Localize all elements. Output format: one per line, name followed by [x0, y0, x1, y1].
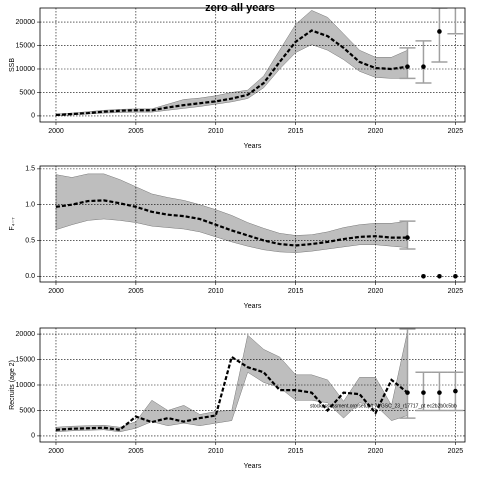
y-tick-label: 0.0 [25, 273, 35, 280]
y-tick-label: 0 [31, 113, 35, 120]
x-axis-label: Years [244, 463, 262, 470]
plot-frame [39, 7, 466, 123]
median-line [55, 199, 408, 247]
plot [40, 8, 465, 122]
y-tick-label: 0 [31, 433, 35, 440]
forecast-point [405, 235, 410, 240]
y-axis-label: F₄₋₇ [9, 217, 16, 231]
forecast-point [421, 273, 426, 279]
forecast-point [453, 388, 458, 394]
y-tick-label: 5000 [19, 89, 35, 96]
x-tick-label: 2010 [208, 288, 224, 295]
y-tick-label: 10000 [16, 66, 36, 73]
plot [40, 328, 465, 442]
x-tick-label: 2010 [208, 128, 224, 135]
x-axis-label: Years [244, 143, 262, 150]
median-line [55, 29, 408, 117]
forecast-point [437, 273, 442, 279]
forecast-point [405, 64, 410, 69]
y-tick-label: 15000 [16, 356, 36, 363]
confidence-band [55, 173, 408, 253]
x-tick-label: 2015 [288, 448, 304, 455]
y-tick-label: 0.5 [25, 237, 35, 244]
forecast-point [437, 29, 442, 34]
median-line [55, 355, 409, 431]
x-axis-label: Years [244, 303, 262, 310]
confidence-band [55, 10, 408, 117]
x-tick-label: 2015 [288, 288, 304, 295]
x-tick-label: 2000 [48, 288, 64, 295]
x-tick-label: 2020 [368, 128, 384, 135]
forecast-point [421, 64, 426, 69]
plot [40, 166, 465, 282]
forecast-point [405, 390, 410, 395]
y-tick-label: 20000 [16, 19, 36, 26]
y-tick-label: 15000 [16, 42, 36, 49]
x-tick-label: 2025 [448, 128, 464, 135]
forecast-point [421, 390, 426, 395]
y-tick-label: 10000 [16, 382, 36, 389]
y-tick-label: 1.0 [25, 202, 35, 209]
x-tick-label: 2005 [128, 128, 144, 135]
forecast-point [437, 390, 442, 395]
x-tick-label: 2025 [448, 288, 464, 295]
x-tick-label: 2000 [48, 448, 64, 455]
y-tick-label: 1.5 [25, 166, 35, 173]
y-tick-label: 20000 [16, 331, 36, 338]
x-tick-label: 2005 [128, 288, 144, 295]
annotation: stockassessment.org/setup/t_WGSC_23_r177… [310, 404, 457, 410]
x-tick-label: 2020 [368, 448, 384, 455]
x-tick-label: 2025 [448, 448, 464, 455]
forecast-point [453, 273, 458, 279]
plot-frame [39, 327, 466, 443]
plot-frame [39, 165, 466, 283]
y-axis-label: Recruits (age 2) [9, 360, 16, 410]
y-axis-label: SSB [9, 58, 16, 72]
x-tick-label: 2000 [48, 128, 64, 135]
confidence-band [55, 331, 408, 433]
y-tick-label: 5000 [19, 407, 35, 414]
x-tick-label: 2005 [128, 448, 144, 455]
x-tick-label: 2010 [208, 448, 224, 455]
x-tick-label: 2015 [288, 128, 304, 135]
x-tick-label: 2020 [368, 288, 384, 295]
